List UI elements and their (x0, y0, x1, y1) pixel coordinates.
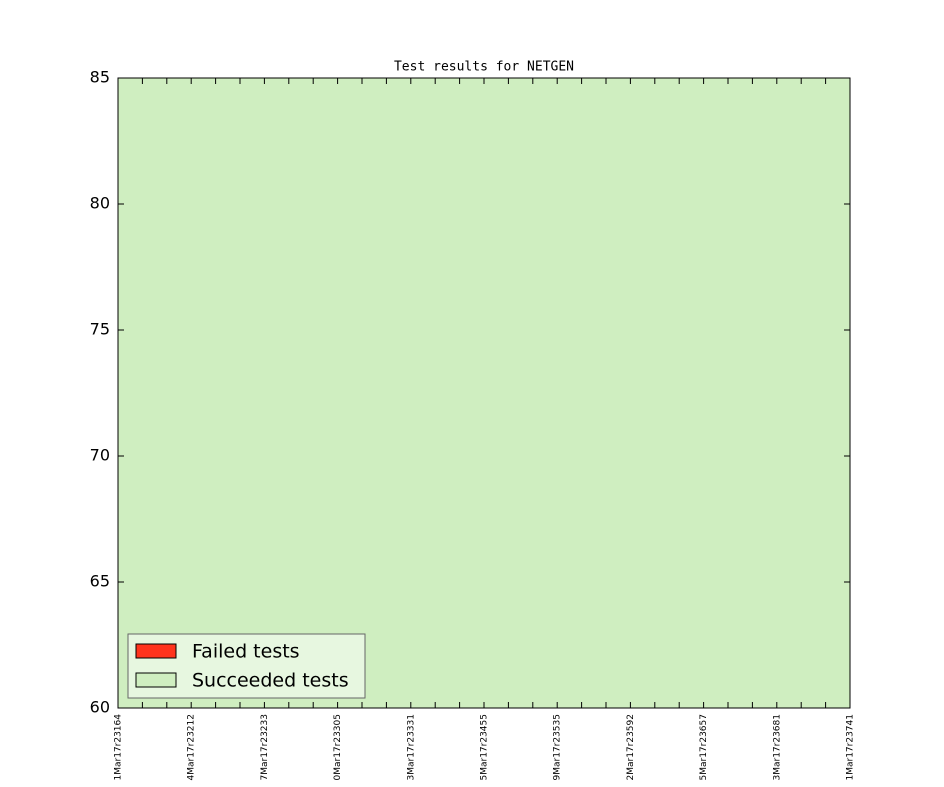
x-tick-label: 3Mar17r23331 (406, 714, 416, 781)
legend-swatch (135, 643, 177, 659)
y-tick-label: 85 (90, 68, 110, 87)
x-tick-label: 0Mar17r23305 (333, 714, 343, 781)
x-tick-label: 1Mar17r23741 (846, 714, 856, 781)
y-tick-label: 80 (90, 194, 110, 213)
y-tick-label: 75 (90, 320, 110, 339)
legend-label: Failed tests (192, 641, 300, 663)
x-tick-label: 7Mar17r23233 (260, 714, 270, 781)
x-tick-label: 5Mar17r23455 (480, 714, 490, 781)
x-tick-label: 4Mar17r23212 (187, 714, 197, 781)
y-tick-label: 70 (90, 446, 110, 465)
area (118, 78, 850, 708)
x-tick-label: 2Mar17r23592 (626, 714, 636, 781)
chart-title: Test results for NETGEN (394, 60, 574, 75)
x-tick-label: 1Mar17r23164 (114, 714, 124, 781)
y-tick-label: 60 (90, 698, 110, 717)
legend-label: Succeeded tests (192, 670, 349, 692)
y-tick-label: 65 (90, 572, 110, 591)
x-tick-label: 3Mar17r23681 (772, 714, 782, 781)
x-tick-label: 5Mar17r23657 (699, 714, 709, 781)
legend-swatch (135, 672, 177, 688)
x-tick-label: 9Mar17r23535 (553, 714, 563, 781)
